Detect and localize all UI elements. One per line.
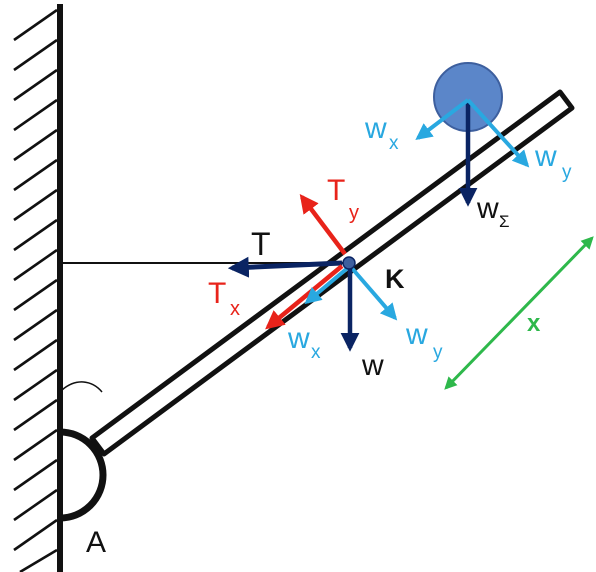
ty-arrow xyxy=(299,193,347,256)
label-wy-ball-main: w xyxy=(534,140,557,173)
label-wx-k: w x xyxy=(287,322,321,363)
point-k-forces xyxy=(227,193,398,352)
wall-hatching xyxy=(13,8,58,572)
label-ty: T y xyxy=(327,174,359,224)
tx-arrow xyxy=(265,264,344,330)
point-k-dot xyxy=(342,256,356,270)
label-wy-ball: w y xyxy=(534,140,572,183)
pivot-hinge xyxy=(59,381,107,522)
label-wsum-sub: Σ xyxy=(499,212,510,231)
wx-ball-arrow xyxy=(415,98,470,141)
label-point-k: K xyxy=(385,264,405,294)
hinge-arc-mark xyxy=(61,381,103,393)
x-dimension-arrow xyxy=(444,236,594,390)
wy-k-arrow xyxy=(348,264,398,321)
label-wy-k-main: w xyxy=(405,318,428,351)
label-wsum: w Σ xyxy=(476,192,510,231)
label-wsum-main: w xyxy=(476,192,499,225)
label-wy-k-sub: y xyxy=(433,342,443,363)
t-arrow xyxy=(227,256,343,278)
label-ty-sub: y xyxy=(349,202,359,224)
label-wx-ball-main: w xyxy=(364,112,387,145)
label-w: w xyxy=(361,349,384,382)
label-wx-ball-sub: x xyxy=(389,133,399,154)
wx-k-arrow xyxy=(304,264,352,305)
wy-ball-arrow xyxy=(466,98,530,168)
wall xyxy=(13,4,63,572)
label-ty-main: T xyxy=(327,174,345,207)
label-tx-main: T xyxy=(208,277,226,310)
hinge-half-circle xyxy=(59,428,107,522)
label-wy-ball-sub: y xyxy=(562,162,572,183)
label-wx-k-sub: x xyxy=(311,342,321,363)
label-wx-k-main: w xyxy=(287,322,310,355)
label-x-dimension: x xyxy=(527,310,541,337)
label-pivot-a: A xyxy=(86,526,106,559)
label-wy-k: w y xyxy=(405,318,443,363)
label-wx-ball: w x xyxy=(364,112,399,154)
label-tx-sub: x xyxy=(230,298,240,320)
ball-forces xyxy=(415,98,530,207)
label-t: T xyxy=(251,226,271,262)
label-tx: T x xyxy=(208,277,240,320)
